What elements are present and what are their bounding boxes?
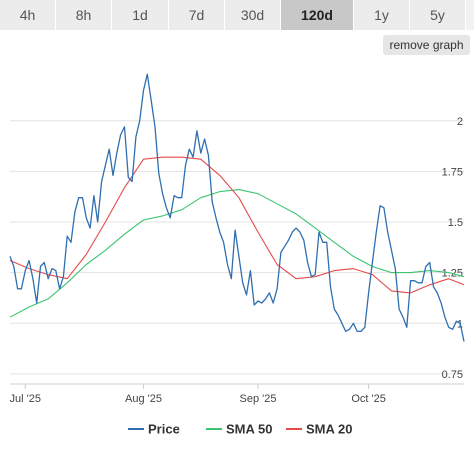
tab-1y[interactable]: 1y — [354, 0, 410, 30]
legend-label: SMA 50 — [226, 422, 272, 437]
series-line-sma-20 — [9, 156, 465, 294]
tab-5y[interactable]: 5y — [410, 0, 466, 30]
x-tick-label: Sep '25 — [239, 393, 276, 405]
tab-4h[interactable]: 4h — [0, 0, 56, 30]
x-tick-label: Oct '25 — [351, 393, 386, 405]
legend-item-sma-20[interactable]: SMA 20 — [286, 422, 352, 437]
legend-label: Price — [148, 422, 180, 437]
tab-7d[interactable]: 7d — [169, 0, 225, 30]
chart-grid — [10, 120, 464, 385]
y-tick-label: 1.5 — [448, 217, 463, 229]
x-tick-label: Aug '25 — [125, 393, 162, 405]
tab-1d[interactable]: 1d — [112, 0, 169, 30]
legend-item-sma-50[interactable]: SMA 50 — [206, 422, 272, 437]
remove-graph-button[interactable]: remove graph — [383, 35, 470, 55]
y-tick-label: 0.75 — [442, 369, 463, 381]
legend-label: SMA 20 — [306, 422, 352, 437]
tab-30d[interactable]: 30d — [225, 0, 281, 30]
series-line-price — [9, 73, 465, 342]
y-tick-label: 2 — [457, 116, 463, 128]
y-tick-label: 1.75 — [442, 166, 463, 178]
series-line-sma-50 — [9, 189, 465, 318]
tab-120d[interactable]: 120d — [281, 0, 354, 30]
legend-item-price[interactable]: Price — [128, 422, 180, 437]
timeframe-tabs: 4h 8h 1d 7d 30d 120d 1y 5y — [0, 0, 474, 30]
chart-lines — [9, 73, 465, 342]
x-tick-label: Jul '25 — [10, 393, 41, 405]
tab-8h[interactable]: 8h — [56, 0, 112, 30]
chart-legend: Price SMA 50 SMA 20 — [128, 422, 352, 437]
x-axis: Jul '25 Aug '25 Sep '25 Oct '25 — [10, 384, 386, 405]
